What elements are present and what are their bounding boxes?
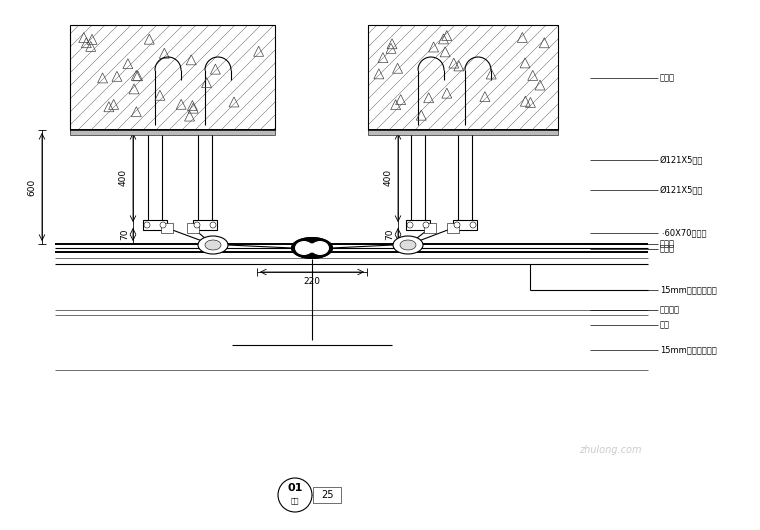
Circle shape (308, 244, 316, 252)
Bar (70, 25, 275, 130)
Bar (368, 130, 558, 135)
Circle shape (144, 222, 150, 228)
Bar (368, 25, 558, 130)
Text: 25: 25 (321, 490, 333, 500)
Bar (161, 223, 173, 233)
Text: 01: 01 (287, 483, 302, 493)
Ellipse shape (205, 240, 221, 250)
Text: 15mm弹性密封胶条: 15mm弹性密封胶条 (660, 346, 717, 355)
Text: 密封胶条: 密封胶条 (660, 305, 680, 314)
Bar (453, 220, 477, 230)
Circle shape (194, 222, 200, 228)
Ellipse shape (311, 241, 329, 255)
Circle shape (160, 222, 166, 228)
Bar (406, 220, 430, 230)
Bar (313, 487, 341, 503)
Ellipse shape (393, 236, 423, 254)
Bar (424, 223, 436, 233)
Text: 600: 600 (27, 179, 36, 196)
Text: 15mm弹性密封胶条: 15mm弹性密封胶条 (660, 286, 717, 295)
Circle shape (278, 478, 312, 512)
Circle shape (470, 222, 476, 228)
Text: 220: 220 (303, 277, 321, 286)
Bar (70, 130, 275, 135)
Text: zhulong.com: zhulong.com (579, 445, 641, 455)
Text: 支承板: 支承板 (660, 240, 675, 249)
Ellipse shape (292, 238, 332, 258)
Text: 节点: 节点 (291, 498, 299, 505)
Text: 支承板: 支承板 (660, 244, 675, 253)
Circle shape (210, 222, 216, 228)
Circle shape (454, 222, 460, 228)
Ellipse shape (198, 236, 228, 254)
Ellipse shape (295, 241, 313, 255)
Text: 70: 70 (121, 229, 129, 240)
Text: 70: 70 (385, 229, 394, 240)
Text: Ø121X5钢管: Ø121X5钢管 (660, 186, 703, 195)
Text: 混凝土: 混凝土 (660, 73, 675, 82)
Ellipse shape (400, 240, 416, 250)
Bar (143, 220, 167, 230)
Circle shape (423, 222, 429, 228)
Text: 举层: 举层 (660, 321, 670, 330)
Bar (193, 220, 217, 230)
Circle shape (407, 222, 413, 228)
Bar (447, 223, 459, 233)
Text: 400: 400 (119, 169, 128, 186)
Text: Ø121X5钢管: Ø121X5钢管 (660, 155, 703, 164)
Text: 400: 400 (384, 169, 392, 186)
Bar (187, 223, 199, 233)
Text: ٠60X70矩形管: ٠60X70矩形管 (660, 228, 707, 237)
